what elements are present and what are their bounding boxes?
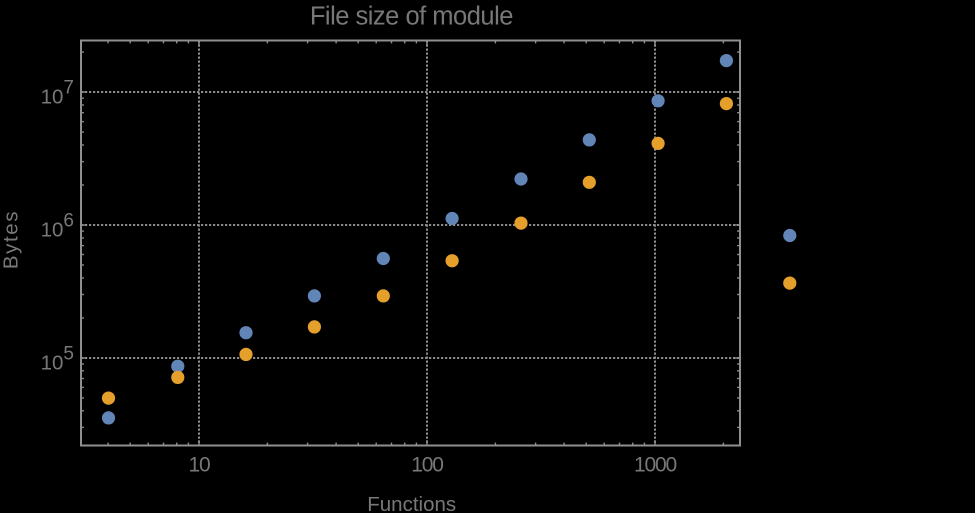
svg-text:105: 105 [41,344,74,375]
svg-text:1000: 1000 [634,454,676,477]
svg-text:Bytes: Bytes [0,210,23,269]
svg-text:File size of module: File size of module [310,3,513,31]
svg-text:106: 106 [41,211,74,242]
svg-text:107: 107 [41,78,74,109]
svg-text:100: 100 [411,454,443,477]
svg-text:10: 10 [189,454,210,477]
svg-text:Functions: Functions [367,493,456,513]
